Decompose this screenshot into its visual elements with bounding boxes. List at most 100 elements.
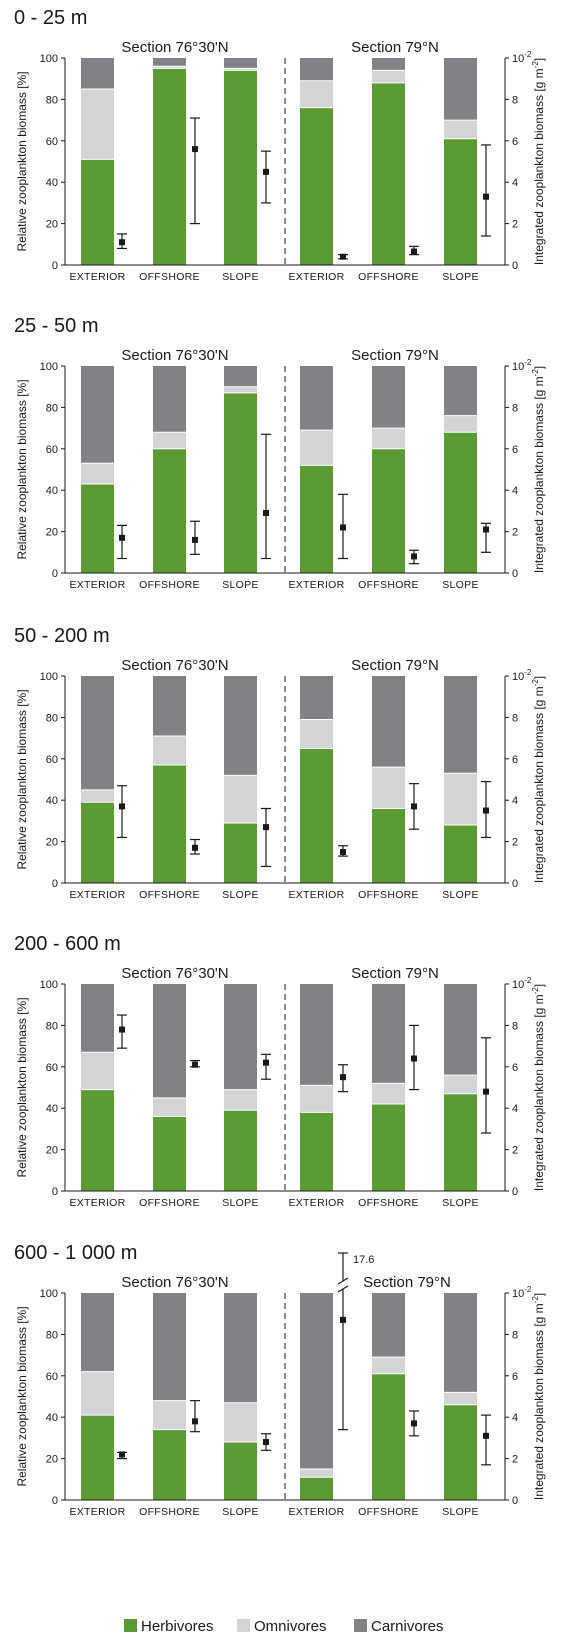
- depth-title: 0 - 25 m: [14, 7, 87, 29]
- legend-label-carnivores: Carnivores: [371, 1618, 444, 1635]
- bar-herbivores: [153, 1116, 186, 1191]
- left-tick-label: 0: [52, 260, 58, 272]
- category-label: OFFSHORE: [358, 1197, 419, 1209]
- bar-omnivores: [81, 1371, 114, 1416]
- category-label: SLOPE: [442, 1506, 479, 1518]
- right-tick-label: 8: [512, 402, 518, 414]
- left-tick-label: 0: [52, 878, 58, 890]
- biomass-mean-marker: [263, 1059, 269, 1066]
- bar-omnivores: [444, 120, 477, 139]
- section-title-79n: Section 79°N: [351, 965, 439, 982]
- right-tick-label-top: 10-2: [512, 976, 532, 991]
- depth-title: 200 - 600 m: [14, 933, 121, 955]
- category-label: SLOPE: [442, 271, 479, 283]
- biomass-mean-marker: [340, 848, 346, 855]
- right-tick-label-top: 10-2: [512, 1285, 532, 1300]
- left-tick-label: 60: [46, 1371, 58, 1383]
- bar-herbivores: [81, 159, 114, 265]
- biomass-mean-marker: [483, 1432, 489, 1439]
- bar-omnivores: [372, 428, 405, 449]
- bar-herbivores: [372, 1104, 405, 1191]
- biomass-mean-marker: [411, 803, 417, 810]
- right-tick-label: 4: [512, 795, 518, 807]
- biomass-mean-marker: [483, 807, 489, 814]
- bar-carnivores: [153, 984, 186, 1098]
- bar-carnivores: [372, 676, 405, 768]
- errorbar-break-value: 17.6: [353, 1254, 374, 1266]
- biomass-mean-marker: [411, 1420, 417, 1427]
- bar-herbivores: [224, 822, 257, 883]
- bar-herbivores: [372, 1373, 405, 1500]
- bar-omnivores: [81, 789, 114, 803]
- bar-carnivores: [444, 676, 477, 774]
- biomass-mean-marker: [192, 1418, 198, 1425]
- left-tick-label: 40: [46, 1103, 58, 1115]
- bar-carnivores: [224, 984, 257, 1090]
- bar-carnivores: [444, 366, 477, 416]
- panel-5: 600 - 1 000 m Section 76°30'N Section 79°N…: [14, 1242, 546, 1518]
- biomass-errorbar: [190, 117, 200, 225]
- biomass-errorbar: [190, 1059, 200, 1068]
- bar-carnivores: [224, 1293, 257, 1403]
- axis-break-mark: [337, 1285, 349, 1293]
- right-tick-label: 8: [512, 1329, 518, 1341]
- biomass-errorbar: 17.6: [337, 1252, 374, 1431]
- bar-carnivores: [300, 984, 333, 1086]
- bar-herbivores: [372, 82, 405, 265]
- biomass-errorbar: [190, 520, 200, 555]
- bar-herbivores: [153, 765, 186, 883]
- right-tick-label: 6: [512, 1062, 518, 1074]
- bar-herbivores: [81, 802, 114, 883]
- bar-omnivores: [300, 719, 333, 749]
- biomass-mean-marker: [263, 168, 269, 175]
- bar-herbivores: [153, 1429, 186, 1500]
- bar-carnivores: [300, 1293, 333, 1469]
- bar-carnivores: [372, 366, 405, 429]
- left-tick-label: 80: [46, 402, 58, 414]
- section-title-7630n: Section 76°30'N: [121, 657, 228, 674]
- right-tick-label: 8: [512, 712, 518, 724]
- category-label: OFFSHORE: [358, 889, 419, 901]
- bar-herbivores: [81, 1415, 114, 1500]
- biomass-mean-marker: [263, 824, 269, 831]
- biomass-errorbar: [117, 1014, 127, 1049]
- category-label: EXTERIOR: [69, 889, 125, 901]
- biomass-errorbar: [409, 549, 419, 565]
- category-label: EXTERIOR: [288, 889, 344, 901]
- category-label: SLOPE: [442, 1197, 479, 1209]
- category-label: EXTERIOR: [69, 1506, 125, 1518]
- left-tick-label: 60: [46, 754, 58, 766]
- right-tick-label: 6: [512, 1371, 518, 1383]
- biomass-errorbar: [409, 783, 419, 830]
- right-tick-label-top: 10-2: [512, 358, 532, 373]
- biomass-errorbar: [481, 1414, 491, 1466]
- biomass-mean-marker: [119, 1451, 125, 1458]
- left-tick-label: 20: [46, 527, 58, 539]
- bar-herbivores: [372, 448, 405, 573]
- right-tick-label: 8: [512, 1020, 518, 1032]
- left-tick-label: 100: [40, 979, 58, 991]
- bar-herbivores: [300, 465, 333, 573]
- bar-omnivores: [224, 1089, 257, 1111]
- bar-carnivores: [224, 366, 257, 387]
- bar-carnivores: [153, 676, 186, 737]
- depth-title: 600 - 1 000 m: [14, 1242, 137, 1264]
- bar-omnivores: [300, 80, 333, 108]
- depth-title: 50 - 200 m: [14, 625, 110, 647]
- biomass-mean-marker: [119, 1026, 125, 1033]
- bar-carnivores: [444, 984, 477, 1076]
- biomass-mean-marker: [483, 193, 489, 200]
- biomass-errorbar: [409, 245, 419, 256]
- bar-omnivores: [444, 773, 477, 826]
- right-tick-label: 2: [512, 219, 518, 231]
- biomass-errorbar: [117, 524, 127, 560]
- bar-omnivores: [153, 432, 186, 449]
- right-tick-label: 4: [512, 1412, 518, 1424]
- bar-omnivores: [81, 89, 114, 160]
- bar-omnivores: [81, 463, 114, 484]
- biomass-errorbar: [261, 1433, 271, 1451]
- right-axis-label: Integrated zooplankton biomass [g m-2]: [531, 1293, 546, 1500]
- bar-omnivores: [224, 68, 257, 71]
- left-tick-label: 100: [40, 671, 58, 683]
